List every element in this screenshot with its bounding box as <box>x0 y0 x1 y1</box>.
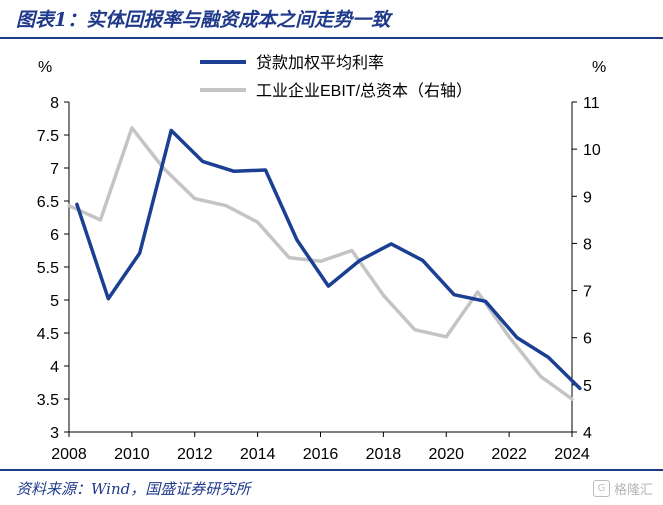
right-axis-tick-label: 11 <box>583 95 600 112</box>
axes-group: 3 3.5 4 4.5 5 5.5 6 6.5 7 7.5 8 4 5 6 7 8 9 10 11 2008 2010 2… <box>37 95 601 463</box>
left-axis-tick-label: 3.5 <box>37 392 59 409</box>
watermark: G 格隆汇 <box>592 479 653 498</box>
line-chart: % % 3 3.5 4 4.5 5 5.5 6 6.5 7 7.5 8 4 5 6 7 8 9 10 11 2008 2… <box>37 54 606 463</box>
source-note: 资料来源：Wind，国盛证券研究所 <box>16 480 251 498</box>
left-axis-tick-label: 7 <box>50 161 59 178</box>
left-axis-tick-label: 3 <box>50 425 59 442</box>
left-axis-tick-label: 6.5 <box>37 194 59 211</box>
figure-header: 图表1：实体回报率与融资成本之间走势一致 <box>0 0 663 40</box>
right-axis-tick-label: 7 <box>583 284 592 301</box>
left-axis-tick-label: 8 <box>50 95 59 112</box>
right-axis-tick-label: 5 <box>583 378 592 395</box>
x-axis-tick-label: 2024 <box>554 446 590 463</box>
x-axis-tick-label: 2008 <box>51 446 87 463</box>
series-group <box>67 126 582 401</box>
right-axis-unit: % <box>592 59 606 76</box>
right-axis-tick-label: 9 <box>583 189 592 206</box>
left-axis-tick-label: 5.5 <box>37 260 59 277</box>
x-axis-tick-label: 2012 <box>177 446 213 463</box>
left-axis-unit: % <box>38 59 52 76</box>
bottom-divider <box>0 469 663 471</box>
x-axis-tick-label: 2016 <box>303 446 339 463</box>
watermark-text: 格隆汇 <box>613 483 653 498</box>
right-axis-tick-label: 8 <box>583 236 592 253</box>
left-axis-tick-label: 6 <box>50 227 59 244</box>
right-axis-tick-label: 4 <box>583 425 592 442</box>
x-axis-tick-label: 2018 <box>366 446 402 463</box>
left-axis-tick-label: 4 <box>50 359 59 376</box>
x-axis-tick-label: 2014 <box>240 446 276 463</box>
x-axis-tick-label: 2020 <box>428 446 464 463</box>
left-axis-tick-label: 4.5 <box>37 326 59 343</box>
x-axis-tick-label: 2010 <box>114 446 150 463</box>
legend: 贷款加权平均利率 工业企业EBIT/总资本（右轴） <box>200 54 472 100</box>
left-axis-tick-label: 5 <box>50 293 59 310</box>
legend-label-ebit: 工业企业EBIT/总资本（右轴） <box>256 82 472 100</box>
top-divider <box>0 37 663 39</box>
legend-label-loan-rate: 贷款加权平均利率 <box>256 54 384 72</box>
right-axis-tick-label: 6 <box>583 331 592 348</box>
right-axis-tick-label: 10 <box>583 142 601 159</box>
x-axis-tick-label: 2022 <box>491 446 527 463</box>
series-line-loan-rate <box>75 128 582 391</box>
series-line-ebit <box>67 126 574 401</box>
watermark-logo-icon: G <box>592 480 610 497</box>
figure-title: 图表1：实体回报率与融资成本之间走势一致 <box>16 9 391 31</box>
left-axis-tick-label: 7.5 <box>37 128 59 145</box>
